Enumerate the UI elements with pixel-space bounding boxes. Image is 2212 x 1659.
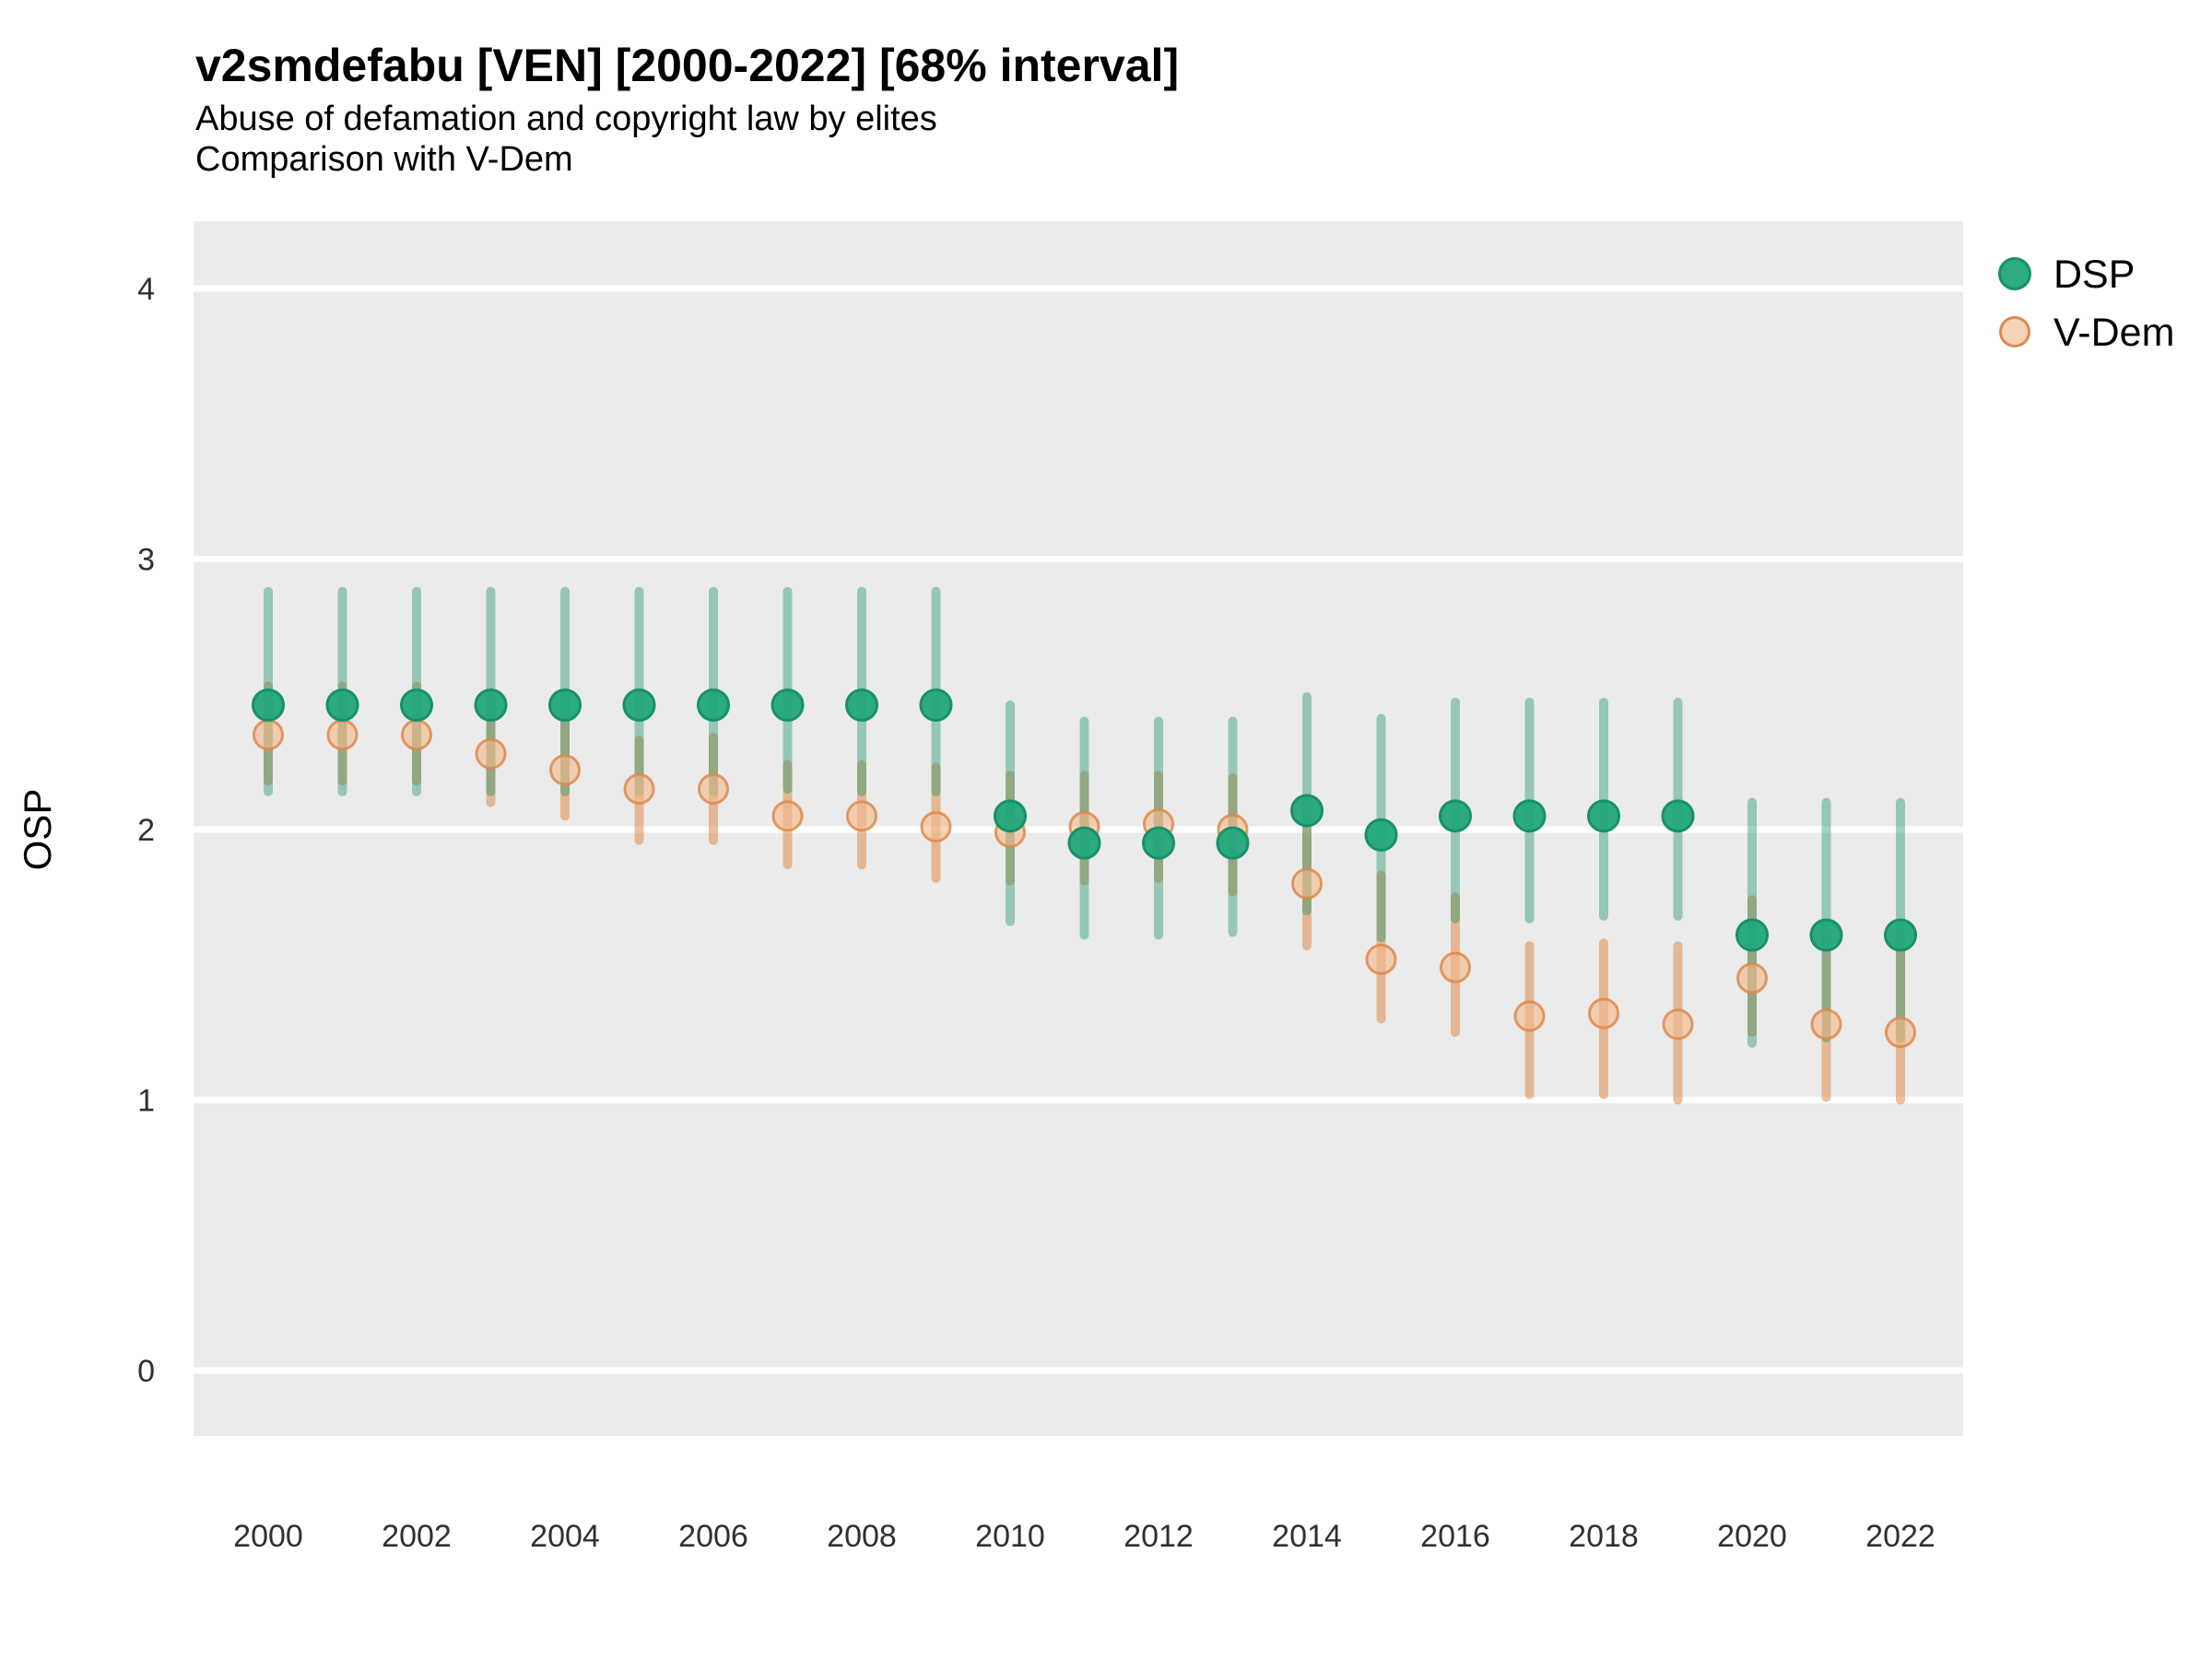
- dsp-point-2010: [994, 799, 1027, 833]
- vdem-point-2014: [1291, 867, 1323, 900]
- vdem-point-2008: [846, 800, 877, 832]
- chart-subtitle-2: Comparison with V-Dem: [195, 140, 573, 179]
- chart-title: v2smdefabu [VEN] [2000-2022] [68% interv…: [195, 40, 1180, 91]
- y-tick-label-0: 0: [137, 1354, 155, 1389]
- dsp-point-2015: [1364, 818, 1398, 852]
- y-tick-label-1: 1: [137, 1084, 155, 1119]
- vdem-point-2002: [401, 719, 432, 751]
- dsp-point-2008: [845, 688, 878, 722]
- dsp-point-2002: [400, 688, 433, 722]
- vdem-point-2004: [549, 754, 581, 786]
- x-tick-label-2004: 2004: [530, 1519, 600, 1554]
- dsp-point-2005: [622, 688, 656, 722]
- dsp-point-2019: [1661, 799, 1695, 833]
- dsp-point-2020: [1735, 918, 1769, 952]
- dsp-point-2022: [1884, 918, 1917, 952]
- legend-label-v-dem: V-Dem: [2053, 311, 2174, 355]
- x-tick-label-2018: 2018: [1569, 1519, 1639, 1554]
- dsp-point-2006: [697, 688, 730, 722]
- vdem-point-2017: [1513, 1000, 1546, 1032]
- x-tick-label-2012: 2012: [1124, 1519, 1194, 1554]
- dsp-point-2007: [771, 688, 805, 722]
- y-tick-label-2: 2: [137, 813, 155, 848]
- x-tick-label-2002: 2002: [382, 1519, 452, 1554]
- vdem-point-2003: [475, 737, 507, 770]
- dsp-point-2017: [1512, 799, 1547, 833]
- dsp-point-2004: [548, 688, 582, 722]
- chart-subtitle: Abuse of defamation and copyright law by…: [195, 100, 937, 138]
- dsp-point-2000: [252, 688, 285, 722]
- dsp-point-2003: [474, 688, 508, 722]
- dsp-point-2001: [325, 688, 359, 722]
- vdem-point-2015: [1365, 943, 1397, 975]
- vdem-point-2020: [1736, 962, 1768, 994]
- vdem-point-2022: [1885, 1017, 1916, 1049]
- x-tick-label-2014: 2014: [1272, 1519, 1342, 1554]
- x-tick-label-2022: 2022: [1865, 1519, 1936, 1554]
- x-tick-label-2006: 2006: [678, 1519, 748, 1554]
- vdem-point-2009: [920, 811, 952, 843]
- x-tick-label-2010: 2010: [975, 1519, 1045, 1554]
- x-tick-label-2020: 2020: [1717, 1519, 1787, 1554]
- dsp-point-2021: [1809, 918, 1843, 952]
- x-tick-label-2008: 2008: [827, 1519, 897, 1554]
- dsp-point-2016: [1439, 799, 1472, 833]
- vdem-point-2006: [698, 772, 729, 805]
- vdem-point-2001: [326, 719, 359, 751]
- vdem-point-2021: [1810, 1008, 1842, 1041]
- dsp-point-2014: [1290, 794, 1324, 828]
- vdem-point-2016: [1440, 951, 1471, 983]
- legend-marker-v-dem: [1999, 316, 2030, 347]
- dsp-point-2018: [1587, 799, 1620, 833]
- y-axis-title: OSP: [16, 789, 59, 871]
- x-tick-label-2016: 2016: [1420, 1519, 1490, 1554]
- y-tick-label-3: 3: [137, 543, 155, 578]
- legend-marker-dsp: [1998, 257, 2031, 290]
- dsp-point-2012: [1142, 826, 1175, 860]
- x-tick-label-2000: 2000: [233, 1519, 303, 1554]
- legend-label-dsp: DSP: [2053, 253, 2135, 297]
- vdem-point-2007: [771, 800, 804, 832]
- vdem-point-2019: [1662, 1008, 1694, 1041]
- vdem-point-2005: [623, 772, 655, 805]
- dsp-point-2009: [919, 688, 953, 722]
- y-tick-label-4: 4: [137, 272, 155, 307]
- vdem-point-2018: [1588, 997, 1619, 1030]
- dsp-point-2013: [1216, 826, 1250, 860]
- dsp-point-2011: [1067, 826, 1101, 860]
- vdem-point-2000: [253, 719, 284, 751]
